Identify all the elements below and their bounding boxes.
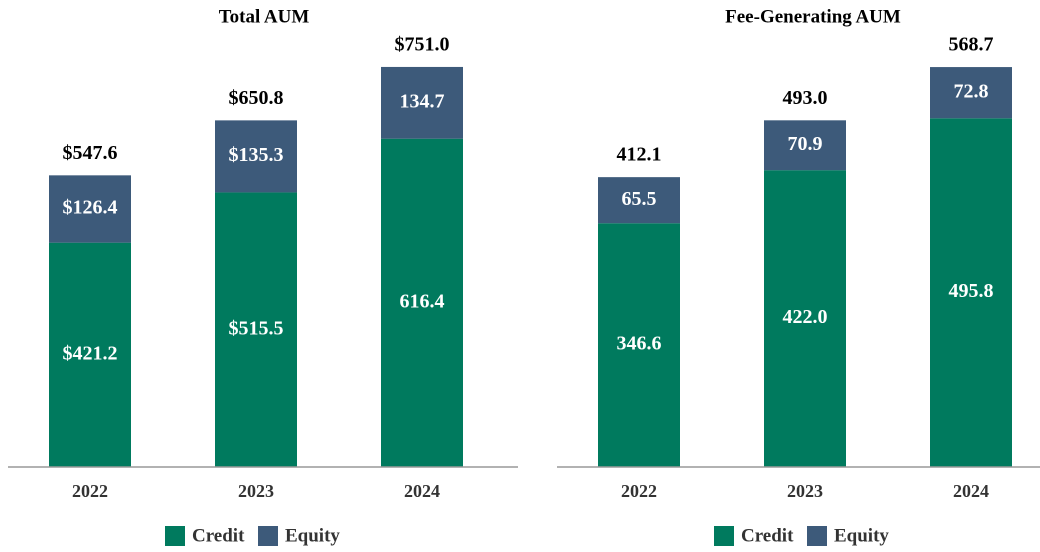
total-label: 493.0 bbox=[783, 87, 828, 109]
bar-segment bbox=[49, 242, 131, 467]
legend-swatch bbox=[807, 526, 827, 546]
bar-segment bbox=[764, 170, 846, 468]
x-tick-label: 2023 bbox=[238, 481, 274, 501]
legend-label: Credit bbox=[741, 525, 794, 546]
value-label: 70.9 bbox=[788, 133, 823, 155]
legend-swatch bbox=[258, 526, 278, 546]
bar-segment bbox=[49, 175, 131, 243]
bar-segment bbox=[215, 120, 297, 193]
bar-segment bbox=[215, 192, 297, 468]
x-tick-label: 2022 bbox=[621, 481, 657, 501]
bar-segment bbox=[381, 66, 463, 139]
bar-segment bbox=[598, 223, 680, 467]
value-label: $135.3 bbox=[229, 144, 284, 166]
value-label: $515.5 bbox=[229, 317, 284, 339]
legend-swatch bbox=[714, 526, 734, 546]
legend-label: Equity bbox=[834, 525, 889, 546]
bar-segment bbox=[381, 138, 463, 467]
total-label: $547.6 bbox=[63, 142, 118, 164]
value-label: 495.8 bbox=[949, 280, 994, 302]
chart-title: Fee-Generating AUM bbox=[725, 6, 901, 27]
value-label: $126.4 bbox=[63, 197, 118, 219]
legend-label: Equity bbox=[285, 525, 340, 546]
total-label: $751.0 bbox=[395, 34, 450, 56]
legend-swatch bbox=[165, 526, 185, 546]
chart-title: Total AUM bbox=[219, 6, 310, 27]
legend-label: Credit bbox=[192, 525, 245, 546]
x-tick-label: 2024 bbox=[953, 481, 989, 501]
value-label: 65.5 bbox=[622, 188, 657, 210]
bar-segment bbox=[764, 120, 846, 171]
bar-segment bbox=[930, 67, 1012, 119]
value-label: 72.8 bbox=[954, 80, 989, 102]
bar-segment bbox=[930, 118, 1012, 467]
total-label: 412.1 bbox=[617, 144, 662, 166]
total-label: 568.7 bbox=[949, 34, 994, 56]
total-label: $650.8 bbox=[229, 87, 284, 109]
bar-segment bbox=[598, 177, 680, 224]
value-label: 422.0 bbox=[783, 306, 828, 328]
value-label: 346.6 bbox=[617, 333, 662, 355]
x-tick-label: 2024 bbox=[404, 481, 440, 501]
x-tick-label: 2022 bbox=[72, 481, 108, 501]
value-label: $421.2 bbox=[63, 342, 118, 364]
value-label: 134.7 bbox=[400, 90, 445, 112]
x-tick-label: 2023 bbox=[787, 481, 823, 501]
value-label: 616.4 bbox=[400, 290, 445, 312]
